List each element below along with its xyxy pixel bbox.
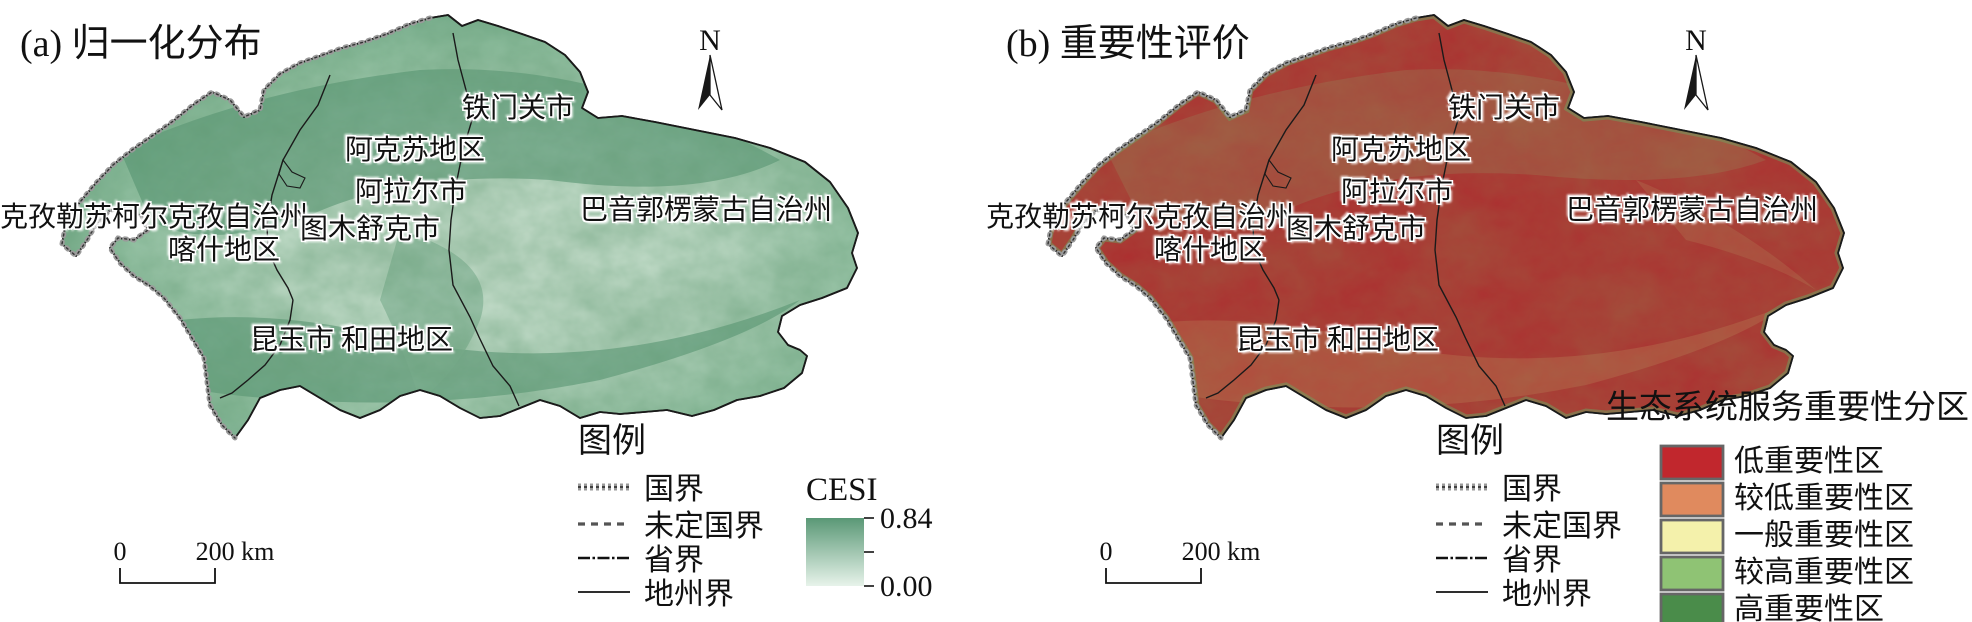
- svg-text:省界: 省界: [1502, 544, 1562, 577]
- svg-text:200 km: 200 km: [1182, 537, 1261, 566]
- svg-text:未定国界: 未定国界: [644, 510, 764, 543]
- svg-text:一般重要性区: 一般重要性区: [1734, 519, 1914, 552]
- svg-text:200 km: 200 km: [196, 537, 275, 566]
- svg-text:0: 0: [114, 537, 127, 566]
- svg-text:图例: 图例: [1436, 423, 1504, 460]
- svg-text:N: N: [1685, 24, 1707, 57]
- svg-text:生态系统服务重要性分区: 生态系统服务重要性分区: [1606, 389, 1969, 426]
- svg-text:国界: 国界: [1502, 473, 1562, 506]
- svg-text:省界: 省界: [644, 544, 704, 577]
- svg-text:0.84: 0.84: [880, 502, 933, 535]
- svg-text:低重要性区: 低重要性区: [1734, 445, 1884, 478]
- svg-text:0.00: 0.00: [880, 570, 933, 603]
- svg-text:地州界: 地州界: [644, 578, 734, 611]
- svg-text:N: N: [699, 24, 721, 57]
- svg-text:国界: 国界: [644, 473, 704, 506]
- svg-text:地州界: 地州界: [1502, 578, 1592, 611]
- svg-text:CESI: CESI: [806, 472, 878, 508]
- svg-text:未定国界: 未定国界: [1502, 510, 1622, 543]
- svg-text:较低重要性区: 较低重要性区: [1734, 482, 1914, 515]
- svg-text:图例: 图例: [578, 423, 646, 460]
- svg-text:0: 0: [1100, 537, 1113, 566]
- svg-text:高重要性区: 高重要性区: [1734, 593, 1884, 622]
- svg-text:较高重要性区: 较高重要性区: [1734, 556, 1914, 589]
